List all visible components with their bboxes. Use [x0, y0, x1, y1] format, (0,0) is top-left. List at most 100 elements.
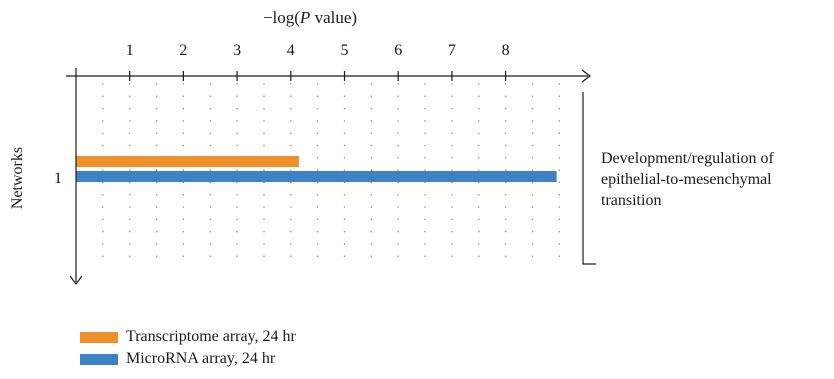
grid-dot	[370, 243, 373, 245]
grid-dot	[263, 255, 265, 257]
grid-dot	[397, 169, 399, 171]
grid-dot	[343, 132, 346, 134]
grid-dot	[128, 144, 131, 147]
grid-dot	[209, 230, 212, 233]
grid-dot	[531, 193, 534, 196]
grid-dot	[397, 193, 399, 196]
grid-dot	[316, 169, 319, 171]
grid-dot	[290, 132, 292, 134]
grid-dot	[504, 181, 507, 184]
grid-dot	[451, 193, 453, 196]
grid-dot	[558, 120, 561, 122]
grid-dot	[558, 193, 561, 196]
bar	[76, 171, 557, 182]
grid-dot	[155, 243, 158, 245]
grid-dot	[558, 144, 561, 147]
grid-dot	[478, 193, 480, 196]
grid-dot	[182, 255, 185, 257]
grid-dot	[155, 83, 158, 85]
grid-dot	[236, 255, 238, 257]
grid-dot	[209, 83, 212, 85]
grid-dot	[290, 218, 292, 221]
grid-dot	[102, 206, 104, 208]
grid-dot	[531, 95, 534, 98]
grid-dot	[504, 218, 507, 221]
grid-dot	[128, 193, 131, 196]
grid-dot	[504, 107, 507, 110]
grid-dot	[316, 181, 319, 184]
grid-dot	[343, 120, 346, 122]
grid-dot	[478, 243, 480, 245]
grid-dot	[343, 157, 346, 159]
bars	[76, 156, 557, 182]
grid-dot	[370, 181, 373, 184]
grid-dot	[128, 181, 131, 184]
grid-dot	[531, 144, 534, 147]
grid-dot	[155, 255, 158, 257]
grid-dot	[397, 83, 399, 85]
grid-dot	[531, 169, 534, 171]
grid-dot	[343, 107, 346, 110]
grid-dot	[451, 230, 453, 233]
grid-dot	[424, 218, 426, 221]
grid-dot	[263, 193, 265, 196]
grid-dot	[424, 95, 426, 98]
category-annotation-line: transition	[601, 192, 661, 209]
grid-dot	[316, 132, 319, 134]
grid-dot	[504, 193, 507, 196]
grid-dot	[370, 157, 373, 159]
grid-dot	[236, 107, 238, 110]
grid-dot	[290, 230, 292, 233]
grid-dot	[370, 144, 373, 147]
grid-dot	[182, 144, 185, 147]
grid-dot	[209, 107, 212, 110]
category-annotation-line: epithelial-to-mesenchymal	[601, 171, 772, 188]
grid-dot	[504, 95, 507, 98]
grid-dot	[102, 230, 104, 233]
grid-dot	[343, 181, 346, 184]
grid-dot	[531, 132, 534, 134]
grid-dot	[128, 243, 131, 245]
grid-dot	[370, 206, 373, 208]
grid-dot	[263, 83, 265, 85]
grid-dot	[155, 181, 158, 184]
grid-dot	[102, 255, 104, 257]
category-annotation: Development/regulation of epithelial-to-…	[601, 150, 775, 209]
grid-dot	[478, 132, 480, 134]
grid-dot	[263, 120, 265, 122]
grid-dot	[182, 193, 185, 196]
grid-dot	[209, 243, 212, 245]
grid-dot	[155, 120, 158, 122]
grid-dot	[370, 169, 373, 171]
grid-dot	[102, 181, 104, 184]
x-tick-label: 7	[448, 42, 456, 59]
grid-dot	[155, 193, 158, 196]
grid-dot	[209, 206, 212, 208]
grid-dot	[263, 132, 265, 134]
grid-dot	[182, 95, 185, 98]
grid-dot	[343, 255, 346, 257]
category-bracket	[582, 92, 596, 265]
grid-dot	[343, 169, 346, 171]
grid-dot	[182, 181, 185, 184]
grid-dot	[316, 120, 319, 122]
x-tick-label: 5	[341, 42, 349, 59]
grid-dot	[155, 169, 158, 171]
grid-dot	[478, 157, 480, 159]
y-axis-arrow-icon	[69, 275, 83, 285]
grid-dot	[478, 107, 480, 110]
grid-dot	[478, 120, 480, 122]
grid-dot	[504, 169, 507, 171]
grid-dot	[209, 95, 212, 98]
grid-dot	[424, 181, 426, 184]
y-tick-label: 1	[54, 170, 62, 187]
grid-dot	[558, 83, 561, 85]
grid-dot	[128, 169, 131, 171]
grid-dot	[558, 206, 561, 208]
grid-dot	[424, 193, 426, 196]
grid-dot	[128, 83, 131, 85]
grid-dot	[209, 169, 212, 171]
grid-dot	[504, 83, 507, 85]
grid-dot	[290, 107, 292, 110]
grid-dot	[531, 157, 534, 159]
